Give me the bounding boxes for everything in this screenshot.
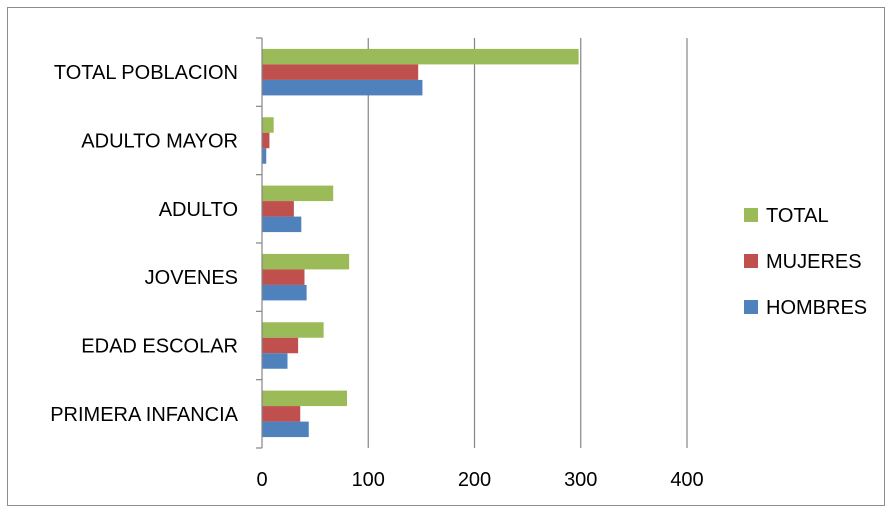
- x-tick-label: 300: [564, 469, 597, 491]
- y-category-label: TOTAL POBLACION: [54, 62, 238, 84]
- bar-mujeres-total-poblacion: [262, 64, 419, 80]
- legend-label-total: TOTAL: [766, 205, 829, 227]
- bar-total-adulto-mayor: [262, 117, 274, 133]
- x-tick-label: 200: [458, 469, 491, 491]
- x-tick-label: 100: [352, 469, 385, 491]
- bar-total-jovenes: [262, 253, 350, 270]
- bar-hombres-jovenes: [262, 284, 307, 301]
- bars: [262, 48, 579, 438]
- legend: TOTAL MUJERES HOMBRES: [744, 205, 867, 319]
- x-tick-label: 0: [256, 469, 267, 491]
- y-category-label: PRIMERA INFANCIA: [50, 404, 238, 426]
- legend-label-hombres: HOMBRES: [766, 297, 867, 319]
- bar-total-adulto: [262, 185, 334, 202]
- bar-hombres-adulto-mayor: [262, 148, 267, 164]
- labels: 0 100 200 300 400 PRIMERA INFANCIA EDAD ESCOLA…: [50, 62, 704, 491]
- y-category-label: ADULTO MAYOR: [81, 131, 238, 153]
- axes: [256, 37, 263, 449]
- bar-hombres-total-poblacion: [262, 79, 423, 96]
- legend-swatch-total: [744, 208, 758, 222]
- bar-total-total-poblacion: [262, 48, 579, 65]
- bar-mujeres-jovenes: [262, 269, 305, 285]
- x-tick-label: 400: [670, 469, 703, 491]
- bar-total-edad-escolar: [262, 322, 324, 338]
- chart-frame: [7, 7, 885, 506]
- legend-label-mujeres: MUJERES: [766, 251, 862, 273]
- bar-hombres-primera-infancia: [262, 421, 309, 438]
- gridlines: [367, 38, 688, 448]
- y-category-label: ADULTO: [159, 199, 238, 221]
- y-category-label: JOVENES: [145, 267, 238, 289]
- bar-total-primera-infancia: [262, 390, 347, 407]
- legend-swatch-mujeres: [744, 254, 758, 268]
- bar-mujeres-adulto-mayor: [262, 132, 270, 149]
- bar-hombres-edad-escolar: [262, 353, 288, 369]
- bar-hombres-adulto: [262, 216, 302, 233]
- y-category-label: EDAD ESCOLAR: [81, 336, 238, 358]
- legend-swatch-hombres: [744, 300, 758, 314]
- bar-mujeres-edad-escolar: [262, 337, 299, 354]
- bar-mujeres-primera-infancia: [262, 406, 301, 422]
- bar-mujeres-adulto: [262, 201, 294, 217]
